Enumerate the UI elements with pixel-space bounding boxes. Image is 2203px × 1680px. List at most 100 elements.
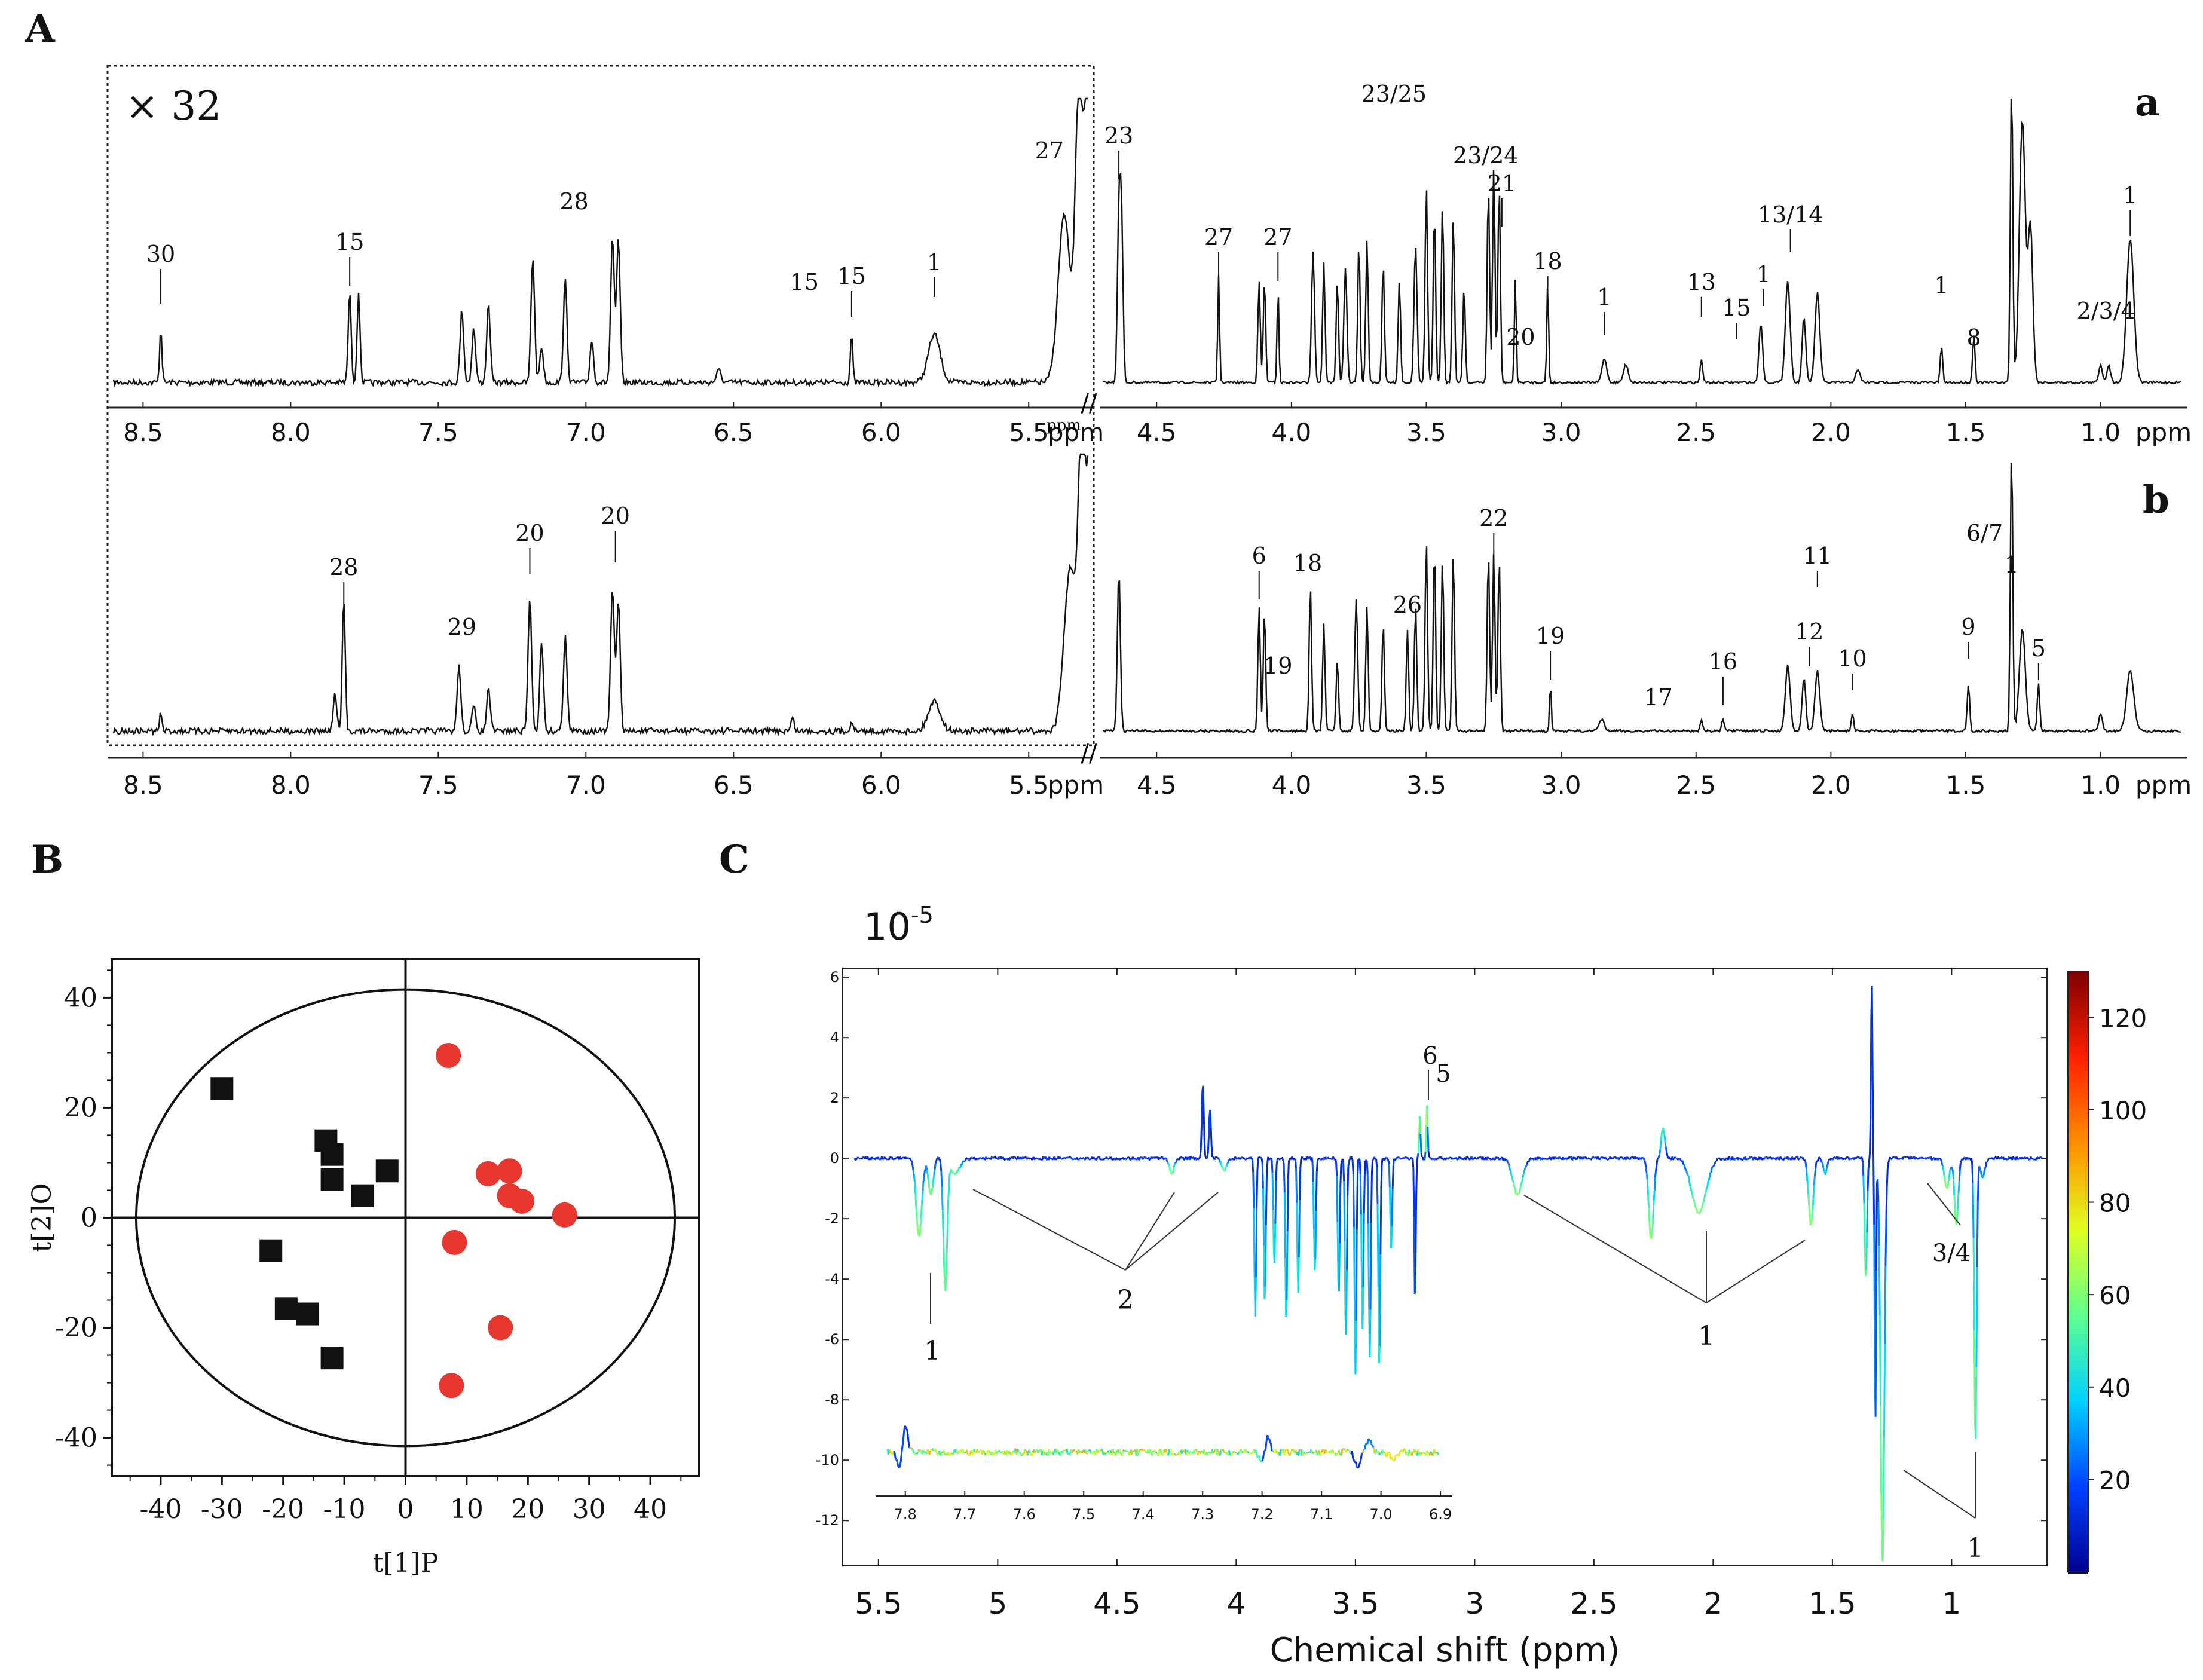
y-scale-exponent: -5: [911, 902, 934, 928]
loading-segment: [1982, 1175, 1985, 1179]
loading-segment: [1812, 1185, 1815, 1198]
loading-segment: [1207, 1116, 1211, 1136]
colorbar-segment: [2068, 1497, 2088, 1500]
inset-segment: [1351, 1451, 1354, 1459]
colorbar-segment: [2068, 1488, 2088, 1491]
loading-segment: [933, 1169, 936, 1175]
colorbar-segment: [2068, 1270, 2088, 1273]
loading-segment: [1645, 1167, 1648, 1173]
loading-segment: [1252, 1159, 1255, 1173]
colorbar-segment: [2068, 1437, 2088, 1440]
loading-segment: [900, 1157, 903, 1160]
colorbar-segment: [2068, 1134, 2088, 1137]
colorbar-segment: [2068, 1401, 2088, 1404]
loading-segment: [1909, 1157, 1912, 1159]
annotation-leader: [972, 1189, 1126, 1271]
loading-segment: [1102, 1158, 1103, 1161]
loading-segment: [1140, 1156, 1142, 1159]
peak-label: 15: [1722, 295, 1751, 321]
loading-segment: [1165, 1157, 1168, 1160]
loading-segment: [1070, 1156, 1072, 1159]
loading-segment: [1036, 1157, 1039, 1159]
x-tick-label: 4.5: [1093, 1586, 1141, 1621]
x-tick-label: 3: [1465, 1586, 1484, 1621]
colorbar-segment: [2068, 1112, 2088, 1115]
loading-segment: [1373, 1156, 1376, 1159]
loading-segment: [1379, 1254, 1382, 1346]
loading-segment: [1531, 1158, 1533, 1160]
loading-segment: [1644, 1160, 1647, 1163]
loading-segment: [1808, 1205, 1811, 1217]
y-tick-label: 2: [830, 1090, 839, 1106]
loading-segment: [857, 1156, 860, 1159]
x-tick-label: 2.0: [1811, 418, 1851, 447]
loading-segment: [1355, 1229, 1358, 1321]
x-tick-label: 8.0: [271, 770, 311, 800]
colorbar-segment: [2068, 1229, 2088, 1232]
loading-segment: [1390, 1226, 1393, 1248]
x-axis-label: Chemical shift (ppm): [1270, 1631, 1620, 1670]
loading-segment: [1288, 1159, 1290, 1161]
loading-segment: [1415, 1162, 1418, 1196]
loading-segment: [1949, 1168, 1951, 1171]
colorbar-segment: [2068, 1174, 2088, 1177]
colorbar-segment: [2068, 1411, 2088, 1414]
x-axis-unit-left: ppm: [1048, 770, 1104, 800]
loading-segment: [1250, 1156, 1253, 1159]
loading-segment: [931, 1180, 935, 1188]
colorbar-segment: [2068, 1523, 2088, 1526]
colorbar-segment: [2068, 1351, 2088, 1354]
colorbar-segment: [2068, 1358, 2088, 1361]
loading-segment: [1823, 1170, 1826, 1173]
inset-segment: [1399, 1451, 1402, 1455]
colorbar-segment: [2068, 1361, 2088, 1364]
loading-segment: [1654, 1170, 1657, 1177]
loading-segment: [1356, 1159, 1360, 1176]
x-tick-label: 5: [988, 1586, 1007, 1621]
colorbar-segment: [2068, 1531, 2088, 1534]
colorbar-segment: [2068, 1000, 2088, 1003]
loading-segment: [1660, 1134, 1663, 1141]
colorbar-segment: [2068, 1303, 2088, 1306]
loading-segment: [965, 1157, 968, 1159]
inset-segment: [1058, 1452, 1061, 1455]
loading-segment: [1464, 1157, 1467, 1161]
loading-segment: [1110, 1156, 1113, 1159]
loading-segment: [1366, 1173, 1369, 1224]
loading-segment: [1689, 1186, 1692, 1189]
colorbar-segment: [2068, 1519, 2088, 1522]
loading-segment: [1416, 1156, 1419, 1163]
colorbar-segment: [2068, 1292, 2088, 1295]
loading-segment: [1164, 1157, 1166, 1160]
colorbar-segment: [2068, 1232, 2088, 1235]
annotation-label: 5: [1436, 1060, 1451, 1088]
loading-segment: [1958, 1169, 1961, 1182]
loading-segment: [1043, 1156, 1046, 1159]
loading-segment: [1341, 1158, 1344, 1162]
loading-segment: [919, 1217, 922, 1226]
colorbar-segment: [2068, 1217, 2088, 1220]
loading-segment: [1427, 1151, 1430, 1158]
loading-segment: [1846, 1156, 1848, 1159]
colorbar-segment: [2068, 1440, 2088, 1443]
loading-segment: [1156, 1156, 1159, 1159]
colorbar-segment: [2068, 1002, 2088, 1005]
inset-segment: [1159, 1448, 1161, 1451]
loading-segment: [1708, 1180, 1710, 1182]
loading-segment: [1187, 1156, 1189, 1159]
loading-segment: [1278, 1158, 1280, 1161]
loading-segment: [2031, 1157, 2034, 1160]
inset-segment: [1174, 1453, 1177, 1456]
loading-segment: [1750, 1156, 1753, 1158]
colorbar-segment: [2068, 1406, 2088, 1409]
loading-segment: [943, 1265, 946, 1284]
colorbar-segment: [2068, 1540, 2088, 1543]
inset-segment: [1137, 1451, 1140, 1456]
loading-segment: [1252, 1172, 1255, 1208]
loading-segment: [1318, 1157, 1321, 1160]
loading-segment: [1916, 1156, 1918, 1159]
y-scale-base: 10: [864, 905, 911, 948]
loading-segment: [1589, 1157, 1591, 1160]
inset-segment: [1270, 1444, 1273, 1452]
peak-label: 1: [2005, 552, 2019, 578]
